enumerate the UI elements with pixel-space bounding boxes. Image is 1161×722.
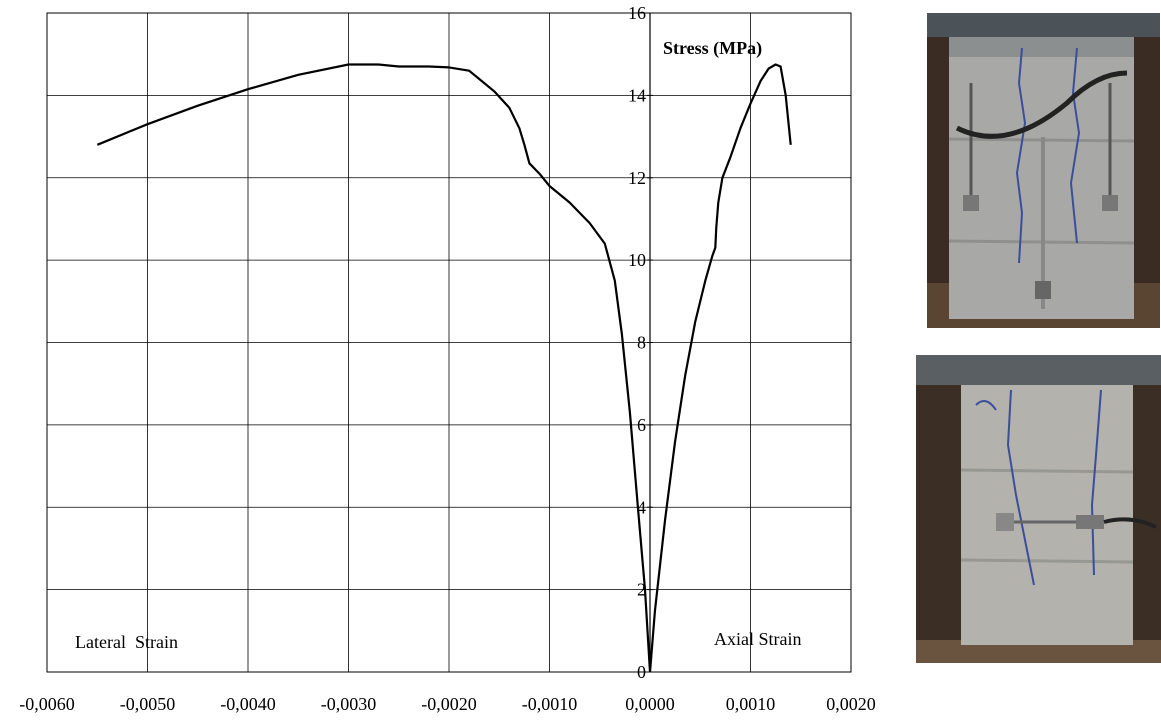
x-tick-label: -0,0010 xyxy=(522,694,578,714)
y-tick-label: 2 xyxy=(637,580,646,600)
x-tick-label: -0,0020 xyxy=(421,694,477,714)
y-tick-label: 12 xyxy=(628,168,646,188)
y-tick-labels: 0 2 4 6 8 10 12 14 16 xyxy=(628,3,653,682)
y-tick-label: 8 xyxy=(637,333,646,353)
y-axis-label: Stress (MPa) xyxy=(663,38,762,59)
y-tick-label: 0 xyxy=(637,662,646,682)
y-tick-label: 16 xyxy=(628,3,646,23)
lateral-strain-curve xyxy=(96,63,652,673)
axial-strain-curve xyxy=(648,63,792,673)
specimen-photo-top xyxy=(927,13,1160,328)
axial-strain-label: Axial Strain xyxy=(714,629,802,649)
series-layer xyxy=(96,63,792,673)
x-tick-label: 0,0020 xyxy=(826,694,876,714)
x-tick-label: -0,0030 xyxy=(321,694,377,714)
y-tick-label: 4 xyxy=(637,497,646,517)
y-tick-label: 6 xyxy=(637,415,646,435)
x-tick-label: -0,0040 xyxy=(220,694,276,714)
y-tick-label: 14 xyxy=(628,85,646,105)
x-tick-labels: -0,0060 -0,0050 -0,0040 -0,0030 -0,0020 -0,00… xyxy=(19,694,876,714)
y-tick-label: 10 xyxy=(628,250,646,270)
x-tick-label: 0,0010 xyxy=(726,694,776,714)
x-tick-label: -0,0060 xyxy=(19,694,75,714)
x-tick-label: -0,0050 xyxy=(120,694,176,714)
lateral-strain-label: Lateral Strain xyxy=(75,632,178,652)
x-tick-label: 0,0000 xyxy=(625,694,675,714)
specimen-photo-bottom xyxy=(916,355,1161,663)
